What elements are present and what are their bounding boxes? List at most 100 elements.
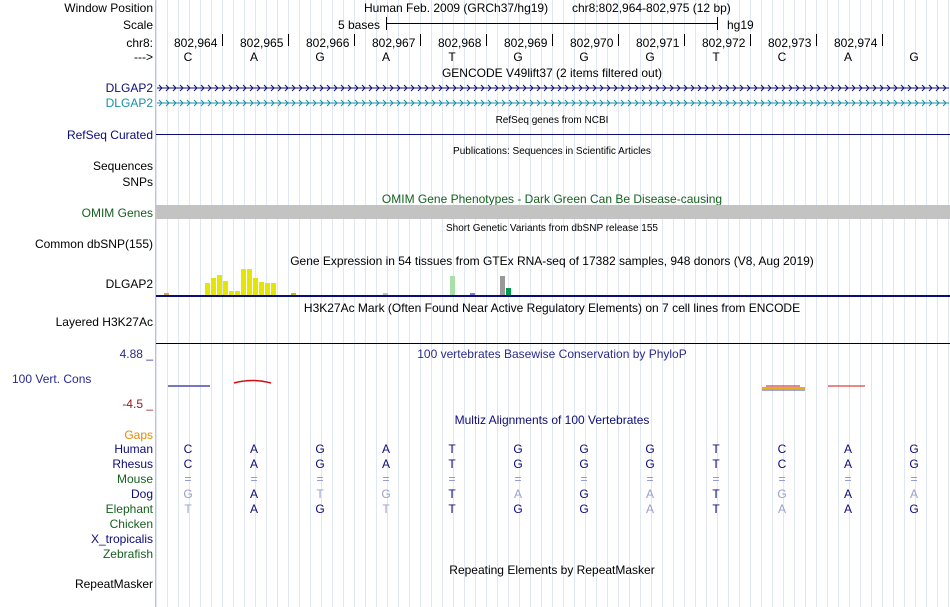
strand-chevron xyxy=(676,84,681,92)
aligned-base: = xyxy=(514,472,522,486)
species-label-mouse[interactable]: Mouse xyxy=(116,472,153,486)
gtex-tissue-bar xyxy=(217,275,222,295)
species-label-x_tropicalis[interactable]: X_tropicalis xyxy=(90,532,153,546)
species-label-rhesus[interactable]: Rhesus xyxy=(112,457,153,471)
ruler-position[interactable]: 802,973 xyxy=(768,36,812,50)
multiz-title[interactable]: Multiz Alignments of 100 Vertebrates xyxy=(454,413,650,427)
strand-chevron xyxy=(683,84,688,92)
strand-chevron xyxy=(781,84,786,92)
sequences-label[interactable]: Sequences xyxy=(92,159,153,173)
strand-chevron xyxy=(606,84,611,92)
strand-chevron xyxy=(466,99,471,107)
strand-chevron xyxy=(767,84,772,92)
ruler-position[interactable]: 802,972 xyxy=(702,36,746,50)
aligned-base: A xyxy=(909,487,919,501)
h3k27ac-title[interactable]: H3K27Ac Mark (Often Found Near Active Re… xyxy=(303,301,801,315)
refseq-title[interactable]: RefSeq genes from NCBI xyxy=(495,115,609,126)
snps-label[interactable]: SNPs xyxy=(122,175,153,189)
aligned-base: G xyxy=(183,487,193,501)
strand-chevron xyxy=(487,99,492,107)
base-letter: G xyxy=(579,50,589,64)
strand-label: ---> xyxy=(134,50,153,64)
aligned-base: = xyxy=(712,472,720,486)
omim-label[interactable]: OMIM Genes xyxy=(81,206,153,220)
ruler-position[interactable]: 802,974 xyxy=(834,36,878,50)
dbsnp-title[interactable]: Short Genetic Variants from dbSNP releas… xyxy=(446,223,658,234)
strand-chevron xyxy=(228,99,233,107)
species-label-chicken[interactable]: Chicken xyxy=(109,517,153,531)
gencode-track-2-label[interactable]: DLGAP2 xyxy=(105,96,153,110)
ruler-position[interactable]: 802,969 xyxy=(504,36,548,50)
strand-chevron xyxy=(809,84,814,92)
publications-title[interactable]: Publications: Sequences in Scientific Ar… xyxy=(453,146,651,157)
ruler-position[interactable]: 802,970 xyxy=(570,36,614,50)
species-label-elephant[interactable]: Elephant xyxy=(105,502,153,516)
strand-chevron xyxy=(844,84,849,92)
h3k27ac-label[interactable]: Layered H3K27Ac xyxy=(55,315,153,329)
strand-chevron xyxy=(431,99,436,107)
aligned-base: C xyxy=(183,457,193,471)
phylop-mark xyxy=(233,379,272,384)
gencode-track-1-label[interactable]: DLGAP2 xyxy=(105,81,153,95)
strand-chevron xyxy=(613,84,618,92)
strand-chevron xyxy=(725,84,730,92)
gtex-label[interactable]: DLGAP2 xyxy=(105,277,153,291)
strand-chevron xyxy=(249,84,254,92)
aligned-base: A xyxy=(249,502,259,516)
dbsnp-label[interactable]: Common dbSNP(155) xyxy=(34,237,153,251)
aligned-base: G xyxy=(513,442,523,456)
strand-chevron xyxy=(690,99,695,107)
strand-chevron xyxy=(613,99,618,107)
strand-chevron xyxy=(886,84,891,92)
strand-chevron xyxy=(389,84,394,92)
refseq-gene-line[interactable] xyxy=(156,134,950,135)
strand-chevron xyxy=(872,84,877,92)
ruler-position[interactable]: 802,971 xyxy=(636,36,680,50)
gtex-title[interactable]: Gene Expression in 54 tissues from GTEx … xyxy=(290,254,814,268)
gaps-label[interactable]: Gaps xyxy=(124,428,153,442)
strand-chevron xyxy=(767,99,772,107)
strand-chevron xyxy=(795,84,800,92)
omim-title[interactable]: OMIM Gene Phenotypes - Dark Green Can Be… xyxy=(381,192,723,206)
strand-chevron xyxy=(753,84,758,92)
ruler-position[interactable]: 802,965 xyxy=(240,36,284,50)
ruler-position[interactable]: 802,968 xyxy=(438,36,482,50)
aligned-base: A xyxy=(513,487,523,501)
strand-chevron xyxy=(284,84,289,92)
base-letter: A xyxy=(249,50,259,64)
strand-chevron xyxy=(480,99,485,107)
refseq-label[interactable]: RefSeq Curated xyxy=(66,128,153,142)
strand-chevron xyxy=(242,84,247,92)
strand-chevron xyxy=(865,84,870,92)
ruler-position[interactable]: 802,967 xyxy=(372,36,416,50)
strand-chevron xyxy=(305,99,310,107)
gtex-tissue-bar xyxy=(259,282,264,295)
species-label-zebrafish[interactable]: Zebrafish xyxy=(102,547,153,561)
species-label-dog[interactable]: Dog xyxy=(130,487,153,501)
phylop-label[interactable]: 100 Vert. Cons xyxy=(12,372,92,386)
aligned-base: T xyxy=(712,502,720,516)
strand-chevron xyxy=(942,99,947,107)
phylop-title[interactable]: 100 vertebrates Basewise Conservation by… xyxy=(417,347,687,361)
repeatmasker-label[interactable]: RepeatMasker xyxy=(74,577,153,591)
aligned-base: = xyxy=(382,472,390,486)
strand-chevron xyxy=(592,99,597,107)
omim-feature-bar[interactable] xyxy=(156,205,950,219)
position-range-text[interactable]: chr8:802,964-802,975 (12 bp) xyxy=(572,1,731,15)
strand-chevron xyxy=(326,84,331,92)
strand-chevron xyxy=(711,84,716,92)
ruler-position[interactable]: 802,966 xyxy=(306,36,350,50)
repeatmasker-title[interactable]: Repeating Elements by RepeatMasker xyxy=(449,563,655,577)
strand-chevron xyxy=(221,99,226,107)
strand-chevron xyxy=(305,84,310,92)
strand-chevron xyxy=(319,99,324,107)
ruler-position[interactable]: 802,964 xyxy=(174,36,218,50)
strand-chevron xyxy=(676,99,681,107)
species-label-human[interactable]: Human xyxy=(114,442,153,456)
strand-chevron xyxy=(501,84,506,92)
scale-db-text: hg19 xyxy=(727,18,754,32)
gencode-title[interactable]: GENCODE V49lift37 (2 items filtered out) xyxy=(441,66,663,80)
gtex-tissue-bar xyxy=(241,269,246,295)
strand-chevron xyxy=(312,84,317,92)
